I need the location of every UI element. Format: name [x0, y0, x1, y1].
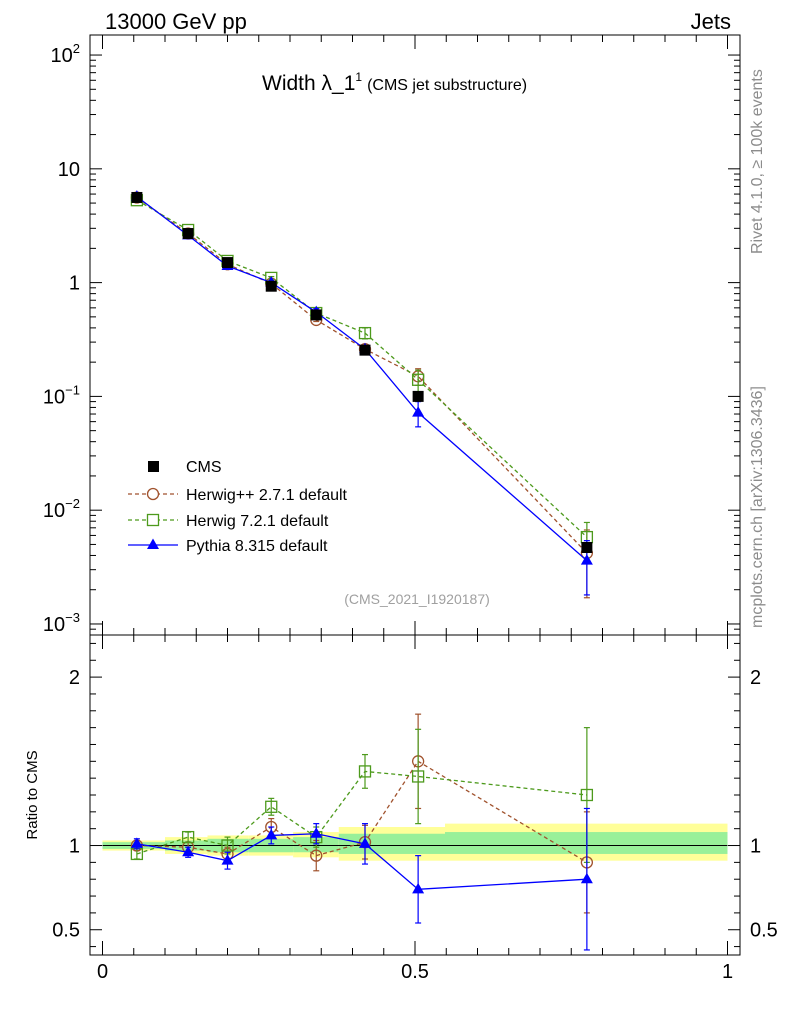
data-point — [265, 828, 278, 840]
data-point — [310, 827, 323, 838]
tick-exponent: −3 — [65, 610, 80, 625]
x-tick-label: 0 — [97, 961, 108, 983]
data-point — [130, 837, 143, 848]
ratio-y-label: Ratio to CMS — [24, 750, 41, 839]
ratio-panel: 0.5 0.51 12 2 0 0.5 1 Ratio to CMS — [24, 35, 778, 983]
data-point — [580, 788, 594, 802]
series-line — [136, 199, 588, 538]
series-3-ratio — [130, 807, 593, 951]
legend-entry-pythia: Pythia 8.315 default — [128, 538, 328, 555]
data-point — [412, 390, 424, 402]
ratio-frame — [89, 634, 741, 956]
process-label: Jets — [691, 9, 731, 34]
legend-label-herwig7: Herwig 7.2.1 default — [186, 513, 329, 530]
ratio-curves — [130, 713, 594, 951]
series-3-main — [130, 190, 593, 596]
data-point — [265, 280, 277, 292]
data-point — [412, 406, 425, 417]
series-ratio-line — [136, 760, 588, 863]
mcplots-label: mcplots.cern.ch [arXiv:1306.3436] — [749, 386, 766, 628]
tick-exponent: 2 — [73, 41, 80, 56]
legend-marker-cms — [148, 461, 159, 472]
ratio-y-tick-label-right: 0.5 — [750, 920, 778, 942]
plot-subtitle: (CMS jet substructure) — [367, 77, 527, 94]
data-point — [310, 309, 322, 321]
ratio-y-tick-label-right: 1 — [750, 836, 761, 858]
plot-title-superscript: 1 — [355, 70, 362, 84]
plot-title-text: Width λ_1 — [262, 72, 355, 95]
tick-base: 10 — [43, 500, 65, 522]
series-1-main — [130, 191, 594, 599]
legend-entry-cms: CMS — [148, 459, 222, 476]
ratio-inner-band — [390, 833, 445, 854]
legend-marker-herwigpp — [146, 487, 160, 501]
data-point — [580, 872, 593, 884]
data-point — [580, 554, 593, 565]
series-0-main — [131, 191, 593, 553]
data-point — [412, 882, 425, 894]
data-point — [181, 830, 195, 844]
legend: CMS Herwig++ 2.7.1 default Herwig 7.2.1 … — [128, 459, 348, 555]
main-y-tick-label: 102 — [51, 41, 80, 67]
main-y-tick-label: 10−2 — [43, 496, 80, 522]
ratio-y-tick-label-left: 1 — [69, 836, 80, 858]
data-point — [221, 839, 234, 852]
ratio-y-tick-label-left: 2 — [69, 667, 80, 689]
main-y-tick-label: 1 — [69, 273, 80, 295]
data-point — [581, 541, 593, 553]
ratio-y-ticks: 0.5 0.5 1 1 2 2 — [52, 642, 778, 948]
data-point — [411, 770, 425, 783]
data-point — [358, 326, 372, 340]
data-point — [265, 800, 278, 813]
legend-label-herwigpp: Herwig++ 2.7.1 default — [186, 487, 348, 504]
legend-entry-herwig7: Herwig 7.2.1 default — [128, 513, 329, 530]
data-point — [359, 837, 371, 848]
data-point — [310, 849, 323, 862]
ratio-y-tick-label-right: 2 — [750, 667, 761, 689]
legend-entry-herwigpp: Herwig++ 2.7.1 default — [128, 487, 348, 504]
main-curves — [130, 190, 594, 599]
data-point — [131, 191, 143, 203]
ratio-bands — [102, 823, 728, 861]
ratio-y-tick-label-left: 0.5 — [52, 920, 80, 942]
legend-label-pythia: Pythia 8.315 default — [186, 538, 328, 555]
series-line — [136, 196, 588, 562]
energy-label: 13000 GeV pp — [105, 9, 247, 34]
data-point — [221, 854, 234, 865]
data-point — [358, 765, 372, 778]
plot-title: Width λ_11 (CMS jet substructure) — [262, 70, 527, 95]
data-point — [182, 228, 194, 240]
x-tick-label: 1 — [722, 961, 733, 983]
data-point — [222, 257, 233, 269]
main-y-tick-label: 10−3 — [43, 610, 80, 636]
x-ticks: 0 0.5 1 — [97, 35, 733, 983]
legend-marker-herwig7 — [146, 513, 160, 527]
tick-base: 10 — [43, 614, 65, 636]
legend-label-cms: CMS — [186, 459, 222, 476]
data-point — [411, 373, 425, 386]
tick-exponent: −2 — [65, 496, 80, 511]
data-point — [359, 344, 371, 356]
tick-exponent: −1 — [65, 382, 80, 397]
legend-marker-pythia — [147, 538, 159, 549]
rivet-version-label: Rivet 4.1.0, ≥ 100k events — [749, 69, 766, 254]
ratio-inner-band — [445, 832, 728, 854]
tick-base: 10 — [51, 45, 73, 67]
series-ratio-line — [136, 833, 587, 890]
data-point — [182, 845, 195, 857]
main-y-tick-label: 10−1 — [43, 382, 80, 408]
main-y-tick-label: 10 — [58, 159, 80, 181]
tick-base: 10 — [43, 386, 65, 408]
analysis-id: (CMS_2021_I1920187) — [344, 591, 490, 607]
x-tick-label: 0.5 — [401, 961, 429, 983]
